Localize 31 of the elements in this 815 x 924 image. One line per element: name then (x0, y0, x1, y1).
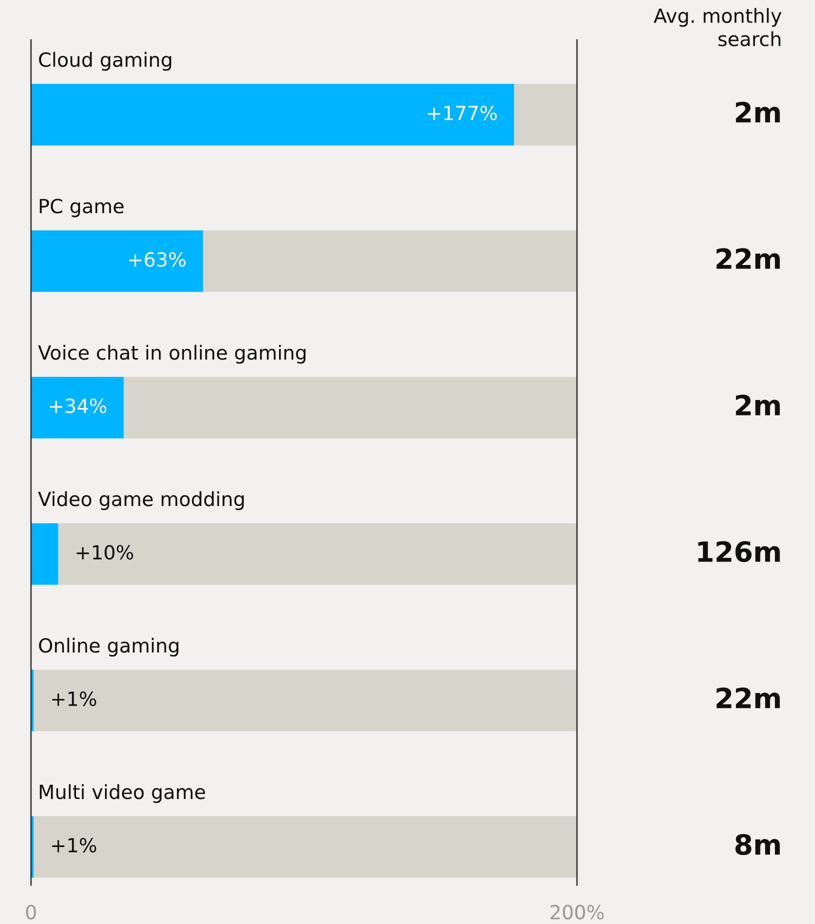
text: 126m (698, 541, 780, 562)
y-tick-label: PC game (40, 198, 124, 218)
x-tick-label: 200% (550, 904, 604, 920)
bar (514, 84, 577, 146)
text: 2m (736, 394, 780, 416)
text: 8m (735, 834, 780, 855)
bar (124, 376, 577, 438)
y-tick-label: Video game modding (38, 491, 244, 510)
y-tick-label: Multi video game (40, 784, 206, 803)
text: 22m (716, 248, 780, 269)
bar (31, 84, 514, 146)
bar (31, 523, 58, 585)
text: Avg. monthly search (654, 8, 782, 46)
bar (31, 376, 124, 438)
text: 2m (736, 102, 780, 122)
text: 22m (716, 688, 780, 708)
data-label: +1% (52, 691, 96, 706)
data-label: +177% (428, 106, 497, 120)
y-tick-label: Cloud gaming (39, 52, 172, 71)
bar (58, 523, 577, 585)
bar (34, 670, 577, 732)
y-tick-label: Online gaming (39, 638, 178, 657)
data-label: +63% (129, 252, 186, 267)
bar (202, 230, 577, 292)
data-label: +34% (50, 398, 106, 414)
x-tick-label: 0 (26, 904, 36, 920)
bar (31, 230, 203, 292)
data-label: +1% (52, 838, 96, 853)
bar (34, 816, 577, 878)
y-tick-label: Voice chat in online gaming (38, 344, 306, 364)
data-label: +10% (76, 544, 134, 560)
